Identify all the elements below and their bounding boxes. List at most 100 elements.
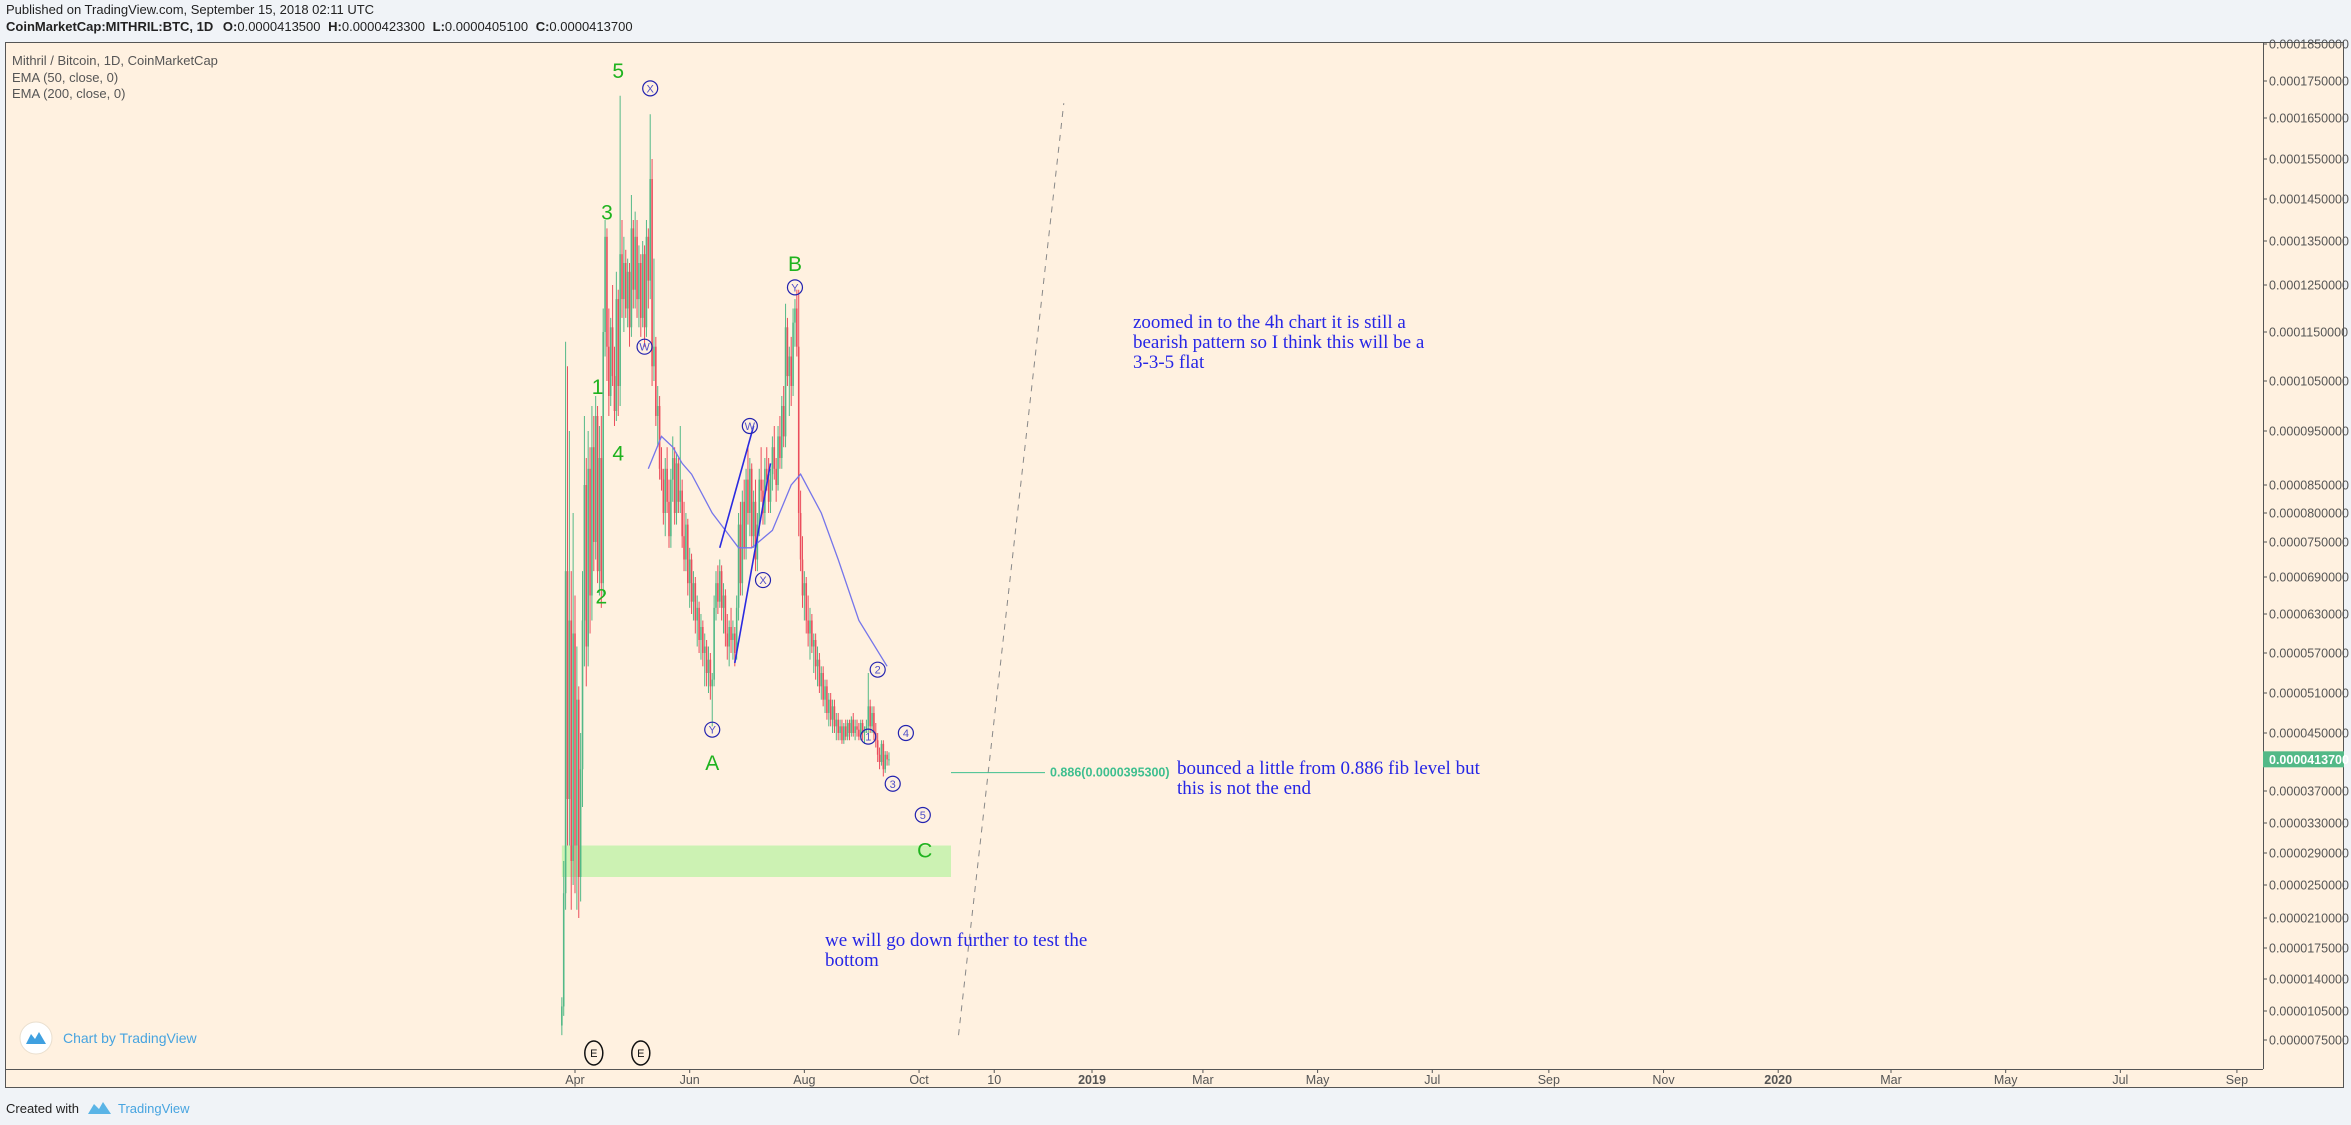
candle — [852, 713, 855, 737]
candle — [886, 751, 888, 766]
label-text: W — [639, 342, 650, 354]
candle-body — [807, 620, 809, 634]
candle-body — [722, 595, 725, 608]
candle — [722, 583, 725, 634]
circled-wave-label: X — [754, 571, 772, 589]
last-price-badge — [2263, 751, 2344, 768]
candle — [606, 228, 608, 381]
candle-body — [843, 726, 845, 741]
earnings-event-marker[interactable]: E — [584, 1040, 604, 1066]
candle-body — [670, 479, 672, 537]
ohlc-open-key: O: — [223, 19, 237, 34]
price-tick-label: 0.0000450000 — [2269, 727, 2349, 741]
candle — [651, 159, 653, 386]
candle-body — [647, 236, 650, 281]
support-zone[interactable] — [561, 845, 951, 878]
candle-body — [568, 620, 571, 799]
legend-ema200[interactable]: EMA (200, close, 0) — [12, 86, 125, 101]
candle-body — [645, 236, 648, 328]
candle-body — [583, 485, 586, 621]
candle — [677, 458, 680, 513]
candle-body — [769, 474, 772, 502]
candle — [739, 501, 742, 596]
candle-body — [816, 659, 819, 667]
candle — [856, 719, 858, 737]
candle-body — [705, 646, 708, 673]
label-text: 5 — [920, 810, 926, 822]
candle-body — [831, 706, 834, 720]
candle — [604, 220, 606, 357]
chart-by-tradingview-watermark[interactable]: Chart by TradingView — [19, 1021, 197, 1055]
candle — [782, 386, 785, 448]
candle — [711, 673, 714, 727]
candle — [799, 490, 802, 572]
candle-body — [604, 236, 606, 332]
candle-body — [581, 620, 584, 770]
candle-body — [624, 263, 627, 309]
candle — [773, 426, 776, 480]
wave-label: A — [705, 752, 719, 775]
candle-body — [796, 308, 798, 347]
candle-body — [822, 673, 824, 700]
candle — [696, 595, 698, 647]
trend-line[interactable] — [734, 463, 772, 664]
price-tick-label: 0.0000075000 — [2269, 1034, 2349, 1048]
candle — [820, 666, 823, 700]
candle-body — [861, 723, 864, 733]
candle — [717, 565, 719, 614]
candle — [692, 571, 695, 621]
note-flat-pattern: zoomed in to the 4h chart it is still a … — [1133, 312, 1429, 373]
candle — [878, 747, 881, 770]
candle — [777, 426, 779, 491]
legend-ema50[interactable]: EMA (50, close, 0) — [12, 70, 118, 85]
candle — [579, 733, 582, 902]
wave-label: 3 — [601, 202, 613, 225]
candle — [621, 220, 623, 318]
candle-body — [598, 458, 601, 572]
candle-body — [869, 706, 871, 727]
price-axis[interactable]: 0.0001850000 0.0001750000 0.0001650000 0.00… — [2263, 38, 2349, 1048]
candle — [775, 458, 777, 502]
price-tick-label: 0.0000175000 — [2269, 942, 2349, 956]
ohlc-close: 0.0000413700 — [549, 19, 632, 34]
candle — [594, 396, 597, 560]
legend-title[interactable]: Mithril / Bitcoin, 1D, CoinMarketCap — [12, 53, 218, 68]
trend-line[interactable] — [718, 425, 755, 549]
candle — [683, 501, 685, 572]
candle-body — [636, 236, 638, 300]
wave-label: 1 — [592, 376, 604, 399]
candle — [636, 220, 638, 318]
candle — [844, 719, 847, 741]
dashed-trend-line[interactable] — [958, 103, 1065, 1036]
note-test-bottom: we will go down further to test the bott… — [825, 930, 1092, 971]
price-tick-label: 0.0000800000 — [2269, 507, 2349, 521]
watermark-label[interactable]: Chart by TradingView — [63, 1030, 197, 1046]
candle — [779, 416, 781, 469]
candle-body — [594, 416, 597, 542]
candle-body — [782, 406, 785, 437]
price-tick-label: 0.0001050000 — [2269, 375, 2349, 389]
wave-label: 4 — [612, 443, 624, 466]
candle — [615, 271, 618, 421]
time-tick-label: Mar — [1880, 1073, 1902, 1087]
circled-wave-label: Y — [704, 721, 721, 738]
earnings-event-marker[interactable]: E — [631, 1040, 651, 1066]
price-tick-label: 0.0000290000 — [2269, 847, 2349, 861]
candle-body — [734, 633, 736, 653]
candle-body — [792, 322, 794, 386]
footer-brand-link[interactable]: TradingView — [118, 1101, 190, 1116]
price-tick-label: 0.0001350000 — [2269, 235, 2349, 249]
candle-body — [720, 571, 723, 608]
time-tick-label: 2020 — [1764, 1073, 1792, 1087]
event-ellipse — [584, 1040, 604, 1066]
candle-body — [611, 327, 614, 377]
candle — [880, 740, 883, 766]
price-tick-label: 0.0000250000 — [2269, 879, 2349, 893]
price-tick-label: 0.0000370000 — [2269, 785, 2349, 799]
price-tick-label: 0.0000850000 — [2269, 479, 2349, 493]
candle — [850, 716, 853, 737]
time-axis[interactable]: Apr Jun Aug Oct 10 2019 Mar May Jul Sep Nov 2020 Mar… — [565, 1069, 2248, 1087]
candle — [591, 406, 593, 621]
candle-body — [658, 406, 661, 469]
